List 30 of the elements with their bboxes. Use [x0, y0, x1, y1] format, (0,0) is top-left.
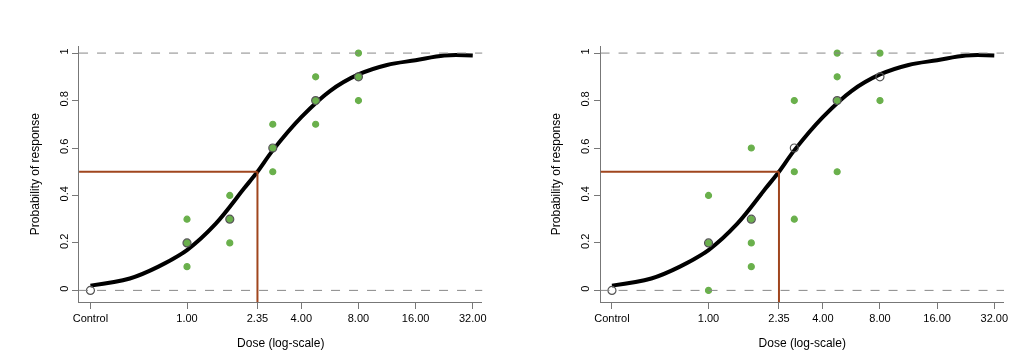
x-tick-label: 8.00	[347, 312, 370, 325]
y-tick-label: 0.2	[57, 233, 70, 249]
x-tick-label: Control	[72, 312, 109, 325]
y-tick-label: 0	[579, 285, 592, 292]
x-tick-label: 16.00	[401, 312, 430, 325]
y-tick-label: 0.4	[57, 186, 70, 202]
y-tick-label: 0.2	[579, 233, 592, 249]
x-axis-title: Dose (log-scale)	[758, 336, 846, 351]
y-tick-label: 1	[57, 48, 70, 55]
x-tick-label: Control	[594, 312, 630, 325]
y-tick-label: 0.8	[579, 91, 592, 107]
y-tick-label: 0.6	[57, 138, 70, 154]
x-tick-label: 1.00	[176, 312, 198, 325]
y-axis-title: Probability of response	[27, 112, 42, 236]
x-tick-label: 16.00	[923, 312, 951, 325]
x-tick-label: 4.00	[290, 312, 313, 325]
x-axis-title: Dose (log-scale)	[237, 336, 325, 351]
x-tick-label: 4.00	[812, 312, 834, 325]
y-axis-title: Probability of response	[549, 112, 564, 236]
y-tick-label: 1	[579, 48, 592, 55]
x-tick-label: 32.00	[980, 312, 1009, 325]
x-tick-label: 2.35	[246, 312, 269, 325]
y-tick-label: 0.8	[57, 91, 70, 107]
x-tick-label: 32.00	[459, 312, 487, 325]
y-tick-label: 0	[57, 285, 70, 292]
x-tick-label: 1.00	[697, 312, 720, 325]
x-tick-label: 8.00	[869, 312, 891, 325]
y-tick-label: 0.4	[579, 186, 592, 202]
x-tick-label: 2.35	[768, 312, 790, 325]
y-tick-label: 0.6	[579, 138, 592, 154]
